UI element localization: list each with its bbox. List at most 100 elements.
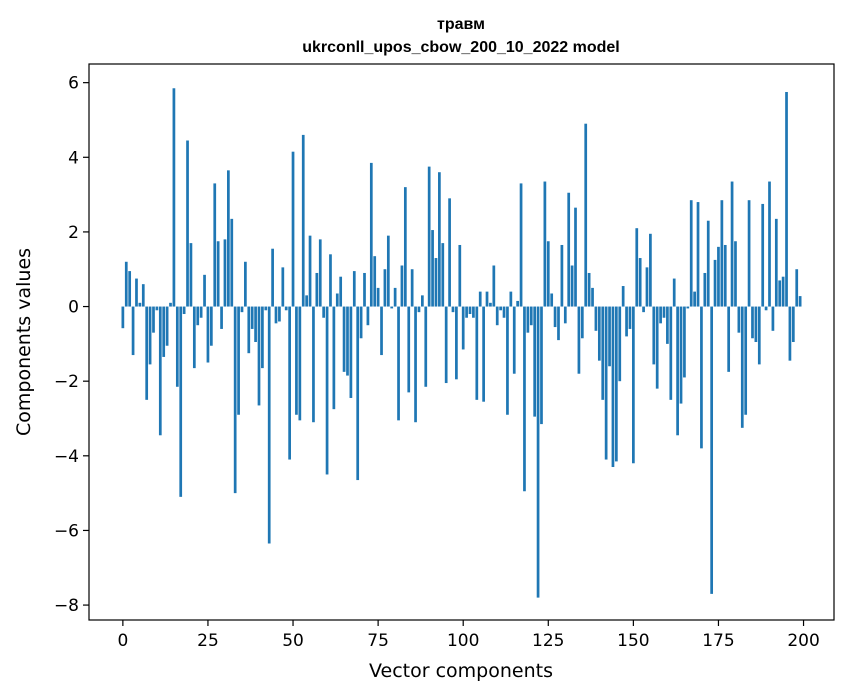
bar [472, 306, 475, 318]
bar [587, 272, 591, 307]
bar [407, 306, 411, 393]
x-tick-label: 50 [282, 631, 304, 651]
bar [444, 306, 448, 384]
bar [189, 243, 193, 307]
bar [546, 241, 550, 307]
bar [645, 267, 649, 307]
bar [734, 241, 737, 307]
bar [788, 306, 792, 361]
bar [288, 306, 291, 460]
bar [380, 306, 383, 356]
bar [227, 170, 230, 307]
bar [730, 181, 734, 307]
bar [278, 306, 281, 322]
x-axis-ticks: 0 25 50 75 100 125 150 175 200 [117, 620, 820, 651]
bar [563, 306, 567, 324]
bar [213, 183, 217, 307]
bar [655, 306, 659, 389]
bar [628, 306, 632, 329]
bar [267, 306, 271, 544]
bar [438, 172, 441, 307]
bar [747, 200, 751, 307]
bar [152, 306, 155, 333]
bar [502, 306, 506, 318]
bar [148, 306, 152, 365]
bar [244, 261, 247, 307]
x-tick-label: 25 [197, 631, 219, 651]
x-tick-label: 75 [367, 631, 389, 651]
bar [261, 306, 264, 369]
bar [335, 293, 339, 307]
bar [366, 306, 370, 326]
bar [737, 306, 741, 333]
bar [468, 306, 472, 315]
bar [679, 306, 683, 404]
bar [141, 284, 145, 307]
bar [774, 218, 778, 307]
bar [553, 306, 557, 328]
bar [339, 276, 343, 307]
bar [135, 278, 138, 307]
bar [492, 265, 496, 307]
bar [666, 306, 669, 344]
bar [369, 162, 373, 307]
bar [305, 295, 308, 307]
bar [376, 287, 380, 307]
bar [284, 306, 288, 311]
y-tick-label: −2 [54, 372, 79, 392]
bar [785, 91, 788, 307]
bar [386, 235, 390, 307]
bar [683, 306, 686, 378]
bar [509, 291, 513, 307]
bar [706, 220, 710, 307]
x-axis-label: Vector components [369, 660, 553, 682]
bar [713, 259, 717, 307]
bar [540, 306, 543, 425]
chart-title: травм [437, 16, 485, 33]
y-tick-label: −8 [54, 596, 79, 616]
bar [342, 306, 346, 372]
y-tick-label: 6 [68, 74, 79, 94]
bar [475, 306, 479, 400]
bar [209, 306, 213, 346]
bar [577, 306, 581, 374]
bar [417, 306, 421, 313]
bar [638, 258, 642, 307]
bar [461, 306, 465, 350]
bar [506, 306, 509, 415]
bar [478, 291, 482, 307]
chart-subtitle: ukrconll_upos_cbow_200_10_2022 model [302, 39, 619, 56]
bar [560, 244, 564, 307]
bar [237, 306, 240, 415]
bar [179, 306, 183, 497]
bars-group [121, 88, 802, 598]
bar [720, 200, 724, 307]
bar [533, 306, 537, 417]
bar [441, 243, 445, 307]
bar [689, 200, 693, 307]
bar [356, 306, 360, 481]
bar [781, 276, 785, 307]
bar [798, 296, 802, 307]
bar [751, 306, 754, 339]
bar [220, 306, 223, 329]
bar [570, 265, 574, 307]
bar [172, 88, 176, 307]
bar [618, 306, 622, 382]
bar [642, 306, 645, 313]
bar [421, 295, 424, 307]
bar [359, 306, 363, 339]
bar [427, 166, 431, 307]
bar [757, 306, 761, 365]
bar [700, 306, 703, 449]
bar [791, 306, 795, 342]
bar [764, 306, 768, 311]
bar [649, 233, 652, 307]
bar [723, 244, 727, 307]
bar [536, 306, 540, 598]
bar [186, 140, 189, 307]
bar [621, 286, 625, 307]
bar [308, 235, 312, 307]
